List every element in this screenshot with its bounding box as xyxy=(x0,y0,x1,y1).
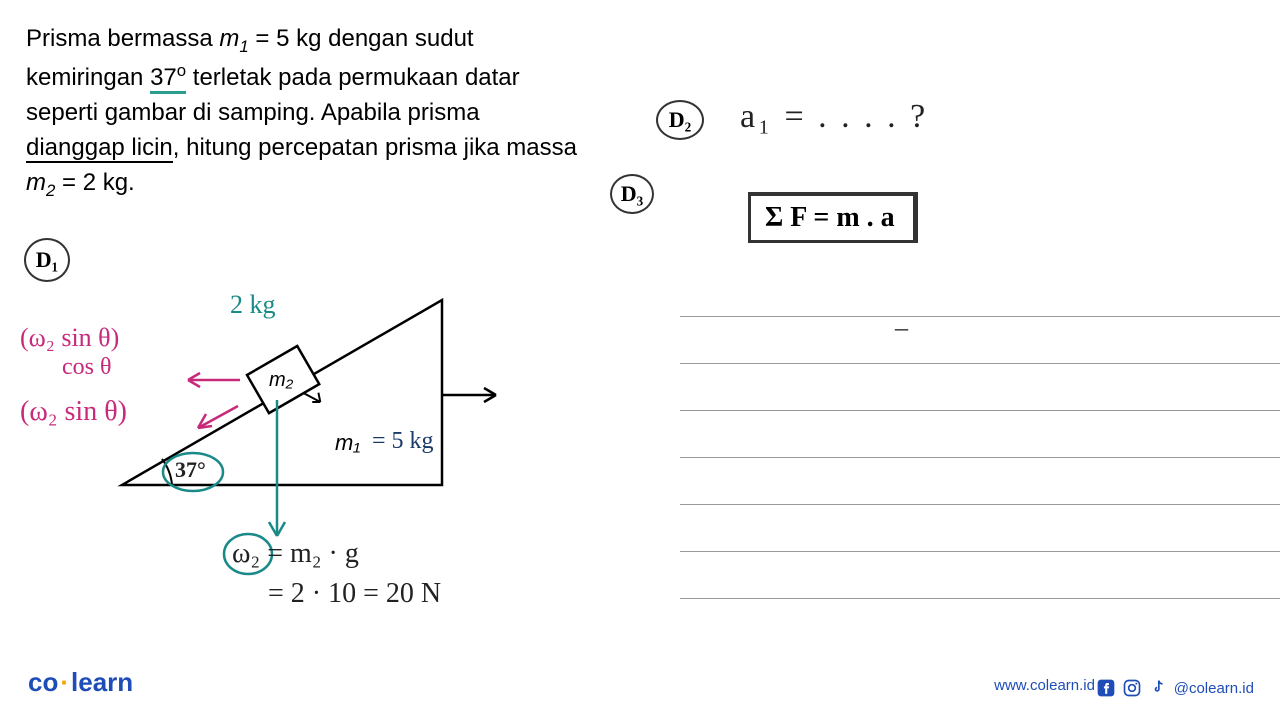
line5-post: = 2 kg. xyxy=(55,169,134,196)
angle-deg: o xyxy=(177,61,186,80)
m1-sub: 1 xyxy=(239,37,248,56)
m1-value: = 5 kg xyxy=(372,428,434,455)
line1-post: = 5 kg dengan sudut xyxy=(249,25,474,52)
facebook-icon xyxy=(1096,678,1116,698)
working-lines xyxy=(680,270,1280,599)
d3-label: D₃ xyxy=(610,174,654,214)
formula-text: Σ F = m . a xyxy=(765,202,895,233)
d1-label: D₁ xyxy=(24,238,70,282)
line4-pre: dianggap licin xyxy=(26,134,173,163)
problem-statement: Prisma bermassa m1 = 5 kg dengan sudut k… xyxy=(26,22,646,203)
m2-in-block: m₂ xyxy=(269,369,294,391)
website-url: www.colearn.id xyxy=(994,677,1095,694)
newton-formula-box: Σ F = m . a xyxy=(748,192,918,243)
m1-label: m₁ xyxy=(335,430,360,455)
m2-sub: 2 xyxy=(46,180,55,199)
logo-co: co xyxy=(28,667,58,697)
angle-val: 37 xyxy=(150,64,177,91)
instagram-icon xyxy=(1122,678,1142,698)
line2-post: terletak pada permukaan datar xyxy=(186,64,520,91)
m1-var: m xyxy=(219,25,239,52)
logo-dot: · xyxy=(60,667,69,697)
line2-pre: kemiringan xyxy=(26,64,150,91)
w2-calc: = 2 · 10 = 20 N xyxy=(268,578,441,610)
w2-equation: ω₂ = m₂ · g xyxy=(232,538,359,570)
line4-post: , hitung percepatan prisma jika massa xyxy=(173,134,577,161)
fbd-diagram: m₂ m₁ xyxy=(80,300,520,560)
line3: seperti gambar di samping. Apabila prism… xyxy=(26,99,480,126)
tiktok-icon xyxy=(1148,678,1168,698)
dash-mark: – xyxy=(895,313,908,343)
d2-label: D₂ xyxy=(656,100,704,140)
line1-pre: Prisma bermassa xyxy=(26,25,219,52)
logo: co·learn xyxy=(28,667,133,698)
angle-text: 37° xyxy=(175,457,206,483)
social-handles: @colearn.id xyxy=(1096,678,1254,698)
handle-text: @colearn.id xyxy=(1174,680,1254,697)
logo-learn: learn xyxy=(71,667,133,697)
m2-var: m xyxy=(26,169,46,196)
question-a1: a₁ = . . . . ? xyxy=(740,98,928,136)
